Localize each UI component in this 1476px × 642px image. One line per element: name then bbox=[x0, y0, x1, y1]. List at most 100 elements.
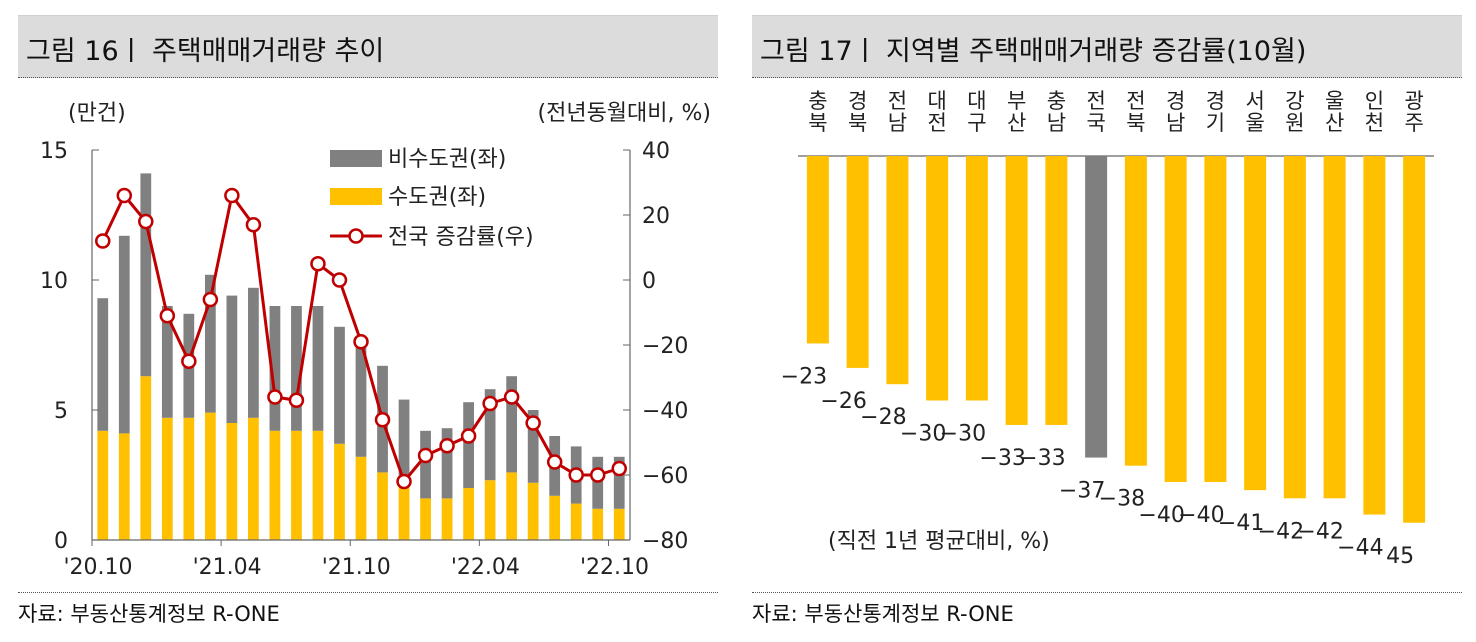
growth-rate-point bbox=[267, 389, 283, 405]
growth-rate-point bbox=[568, 467, 584, 483]
growth-rate-point bbox=[353, 334, 369, 350]
category-label-서울: 서 bbox=[1245, 89, 1264, 113]
value-label: −33 bbox=[1019, 446, 1065, 471]
category-label-부산: 부 bbox=[1007, 89, 1026, 113]
category-label-전북: 전 bbox=[1126, 89, 1145, 113]
bar-non-capital-area bbox=[291, 306, 302, 431]
bar-전국 bbox=[1085, 156, 1108, 458]
category-label-대전: 전 bbox=[927, 111, 946, 135]
category-label-부산: 산 bbox=[1007, 111, 1026, 135]
category-label-서울: 울 bbox=[1245, 111, 1264, 135]
right-y-tick-label: −60 bbox=[642, 464, 688, 489]
growth-rate-point bbox=[503, 389, 520, 405]
growth-rate-point bbox=[331, 272, 348, 288]
bar-capital-area bbox=[204, 412, 216, 540]
value-label: −40 bbox=[1178, 503, 1224, 528]
bar-capital-area bbox=[355, 456, 367, 540]
bar-capital-area bbox=[441, 498, 453, 540]
right-axis-unit: (전년동월대비, %) bbox=[538, 101, 712, 126]
category-label-경남: 남 bbox=[1166, 111, 1185, 135]
legend-marker-growth bbox=[348, 228, 364, 244]
bar-capital-area bbox=[183, 417, 195, 540]
bar-충남 bbox=[1045, 156, 1068, 425]
x-tick-label: '21.10 bbox=[322, 555, 391, 580]
bar-non-capital-area bbox=[613, 456, 625, 509]
category-label-인천: 인 bbox=[1365, 89, 1384, 113]
growth-rate-point bbox=[288, 392, 305, 408]
growth-rate-point bbox=[202, 291, 219, 308]
category-label-울산: 산 bbox=[1325, 111, 1344, 135]
bar-non-capital-area bbox=[398, 399, 410, 478]
growth-rate-point bbox=[245, 217, 262, 233]
bar-capital-area bbox=[570, 503, 582, 540]
right-y-tick-label: 40 bbox=[642, 139, 670, 164]
left-chart-panel: 그림 16ㅣ 주택매매거래량 추이 0 5 10 15 −80 −60 −40 −20 0 20 4… bbox=[18, 0, 718, 642]
category-label-대구: 구 bbox=[967, 111, 986, 135]
category-label-인천: 천 bbox=[1365, 111, 1384, 135]
legend-swatch-non-capital bbox=[330, 150, 382, 167]
bar-capital-area bbox=[420, 498, 431, 540]
bar-capital-area bbox=[118, 433, 130, 540]
bar-capital-area bbox=[269, 430, 281, 540]
left-chart-svg: 0 5 10 15 −80 −60 −40 −20 0 20 40 '20.10 '21.04 '21.1… bbox=[40, 101, 712, 580]
bar-대전 bbox=[926, 156, 949, 401]
category-label-강원: 강 bbox=[1285, 89, 1304, 113]
value-label: −40 bbox=[1138, 503, 1184, 528]
left-axis-unit: (만건) bbox=[68, 101, 126, 126]
growth-rate-point bbox=[611, 460, 627, 477]
right-y-tick-label: −80 bbox=[642, 529, 688, 554]
bar-capital-area bbox=[506, 472, 518, 540]
bar-non-capital-area bbox=[312, 306, 324, 431]
bar-경북 bbox=[846, 156, 869, 368]
bar-대구 bbox=[965, 156, 988, 401]
right-chart-svg: 충북경북전남대전대구부산충남전국전북경남경기서울강원울산인천광주−23−26−2… bbox=[781, 89, 1434, 569]
category-label-대구: 대 bbox=[967, 89, 986, 113]
growth-rate-point bbox=[181, 353, 197, 369]
x-tick-label: '21.04 bbox=[193, 555, 262, 580]
value-label: −33 bbox=[979, 446, 1025, 471]
right-y-tick-label: 0 bbox=[642, 269, 656, 294]
bar-capital-area bbox=[398, 477, 410, 540]
bar-capital-area bbox=[334, 443, 345, 540]
value-label: −42 bbox=[1297, 519, 1343, 544]
value-label: −30 bbox=[900, 422, 946, 447]
right-chart-title: 그림 17ㅣ 지역별 주택매매거래량 증감률(10월) bbox=[760, 36, 1307, 67]
bar-non-capital-area bbox=[355, 347, 367, 457]
growth-rate-point bbox=[138, 213, 154, 230]
growth-rate-point bbox=[116, 187, 133, 204]
value-label: −44 bbox=[1337, 536, 1383, 561]
bar-전북 bbox=[1124, 156, 1147, 466]
left-y-tick-label: 10 bbox=[40, 269, 68, 294]
category-label-광주: 주 bbox=[1404, 111, 1423, 135]
growth-rate-point bbox=[95, 233, 111, 249]
bar-non-capital-area bbox=[140, 173, 152, 377]
chart-note: (직전 1년 평균대비, %) bbox=[828, 529, 1050, 554]
growth-rate-point bbox=[525, 415, 541, 431]
legend-label-capital: 수도권(좌) bbox=[388, 185, 486, 210]
bar-경남 bbox=[1164, 156, 1187, 482]
category-label-강원: 원 bbox=[1285, 111, 1304, 135]
bar-전남 bbox=[886, 156, 909, 385]
growth-rate-point bbox=[439, 438, 455, 454]
bar-non-capital-area bbox=[161, 306, 173, 418]
left-title-bar: 그림 16ㅣ 주택매매거래량 추이 bbox=[18, 15, 718, 78]
bar-capital-area bbox=[463, 488, 474, 540]
bar-non-capital-area bbox=[527, 410, 539, 483]
category-label-전남: 전 bbox=[888, 89, 907, 113]
bar-강원 bbox=[1283, 156, 1306, 499]
growth-rate-point bbox=[224, 187, 240, 204]
category-label-전북: 북 bbox=[1126, 111, 1145, 135]
bar-충북 bbox=[806, 156, 829, 344]
category-label-전국: 국 bbox=[1086, 111, 1105, 135]
value-label: 45 bbox=[1386, 544, 1414, 569]
bar-non-capital-area bbox=[334, 326, 345, 444]
growth-rate-point bbox=[159, 308, 176, 324]
bar-non-capital-area bbox=[97, 298, 109, 431]
category-label-전남: 남 bbox=[888, 111, 907, 135]
category-label-충북: 충 bbox=[808, 89, 827, 113]
bar-non-capital-area bbox=[420, 430, 431, 499]
left-chart-title: 그림 16ㅣ 주택매매거래량 추이 bbox=[26, 36, 385, 67]
value-label: −28 bbox=[860, 405, 906, 430]
growth-rate-point bbox=[374, 412, 391, 428]
